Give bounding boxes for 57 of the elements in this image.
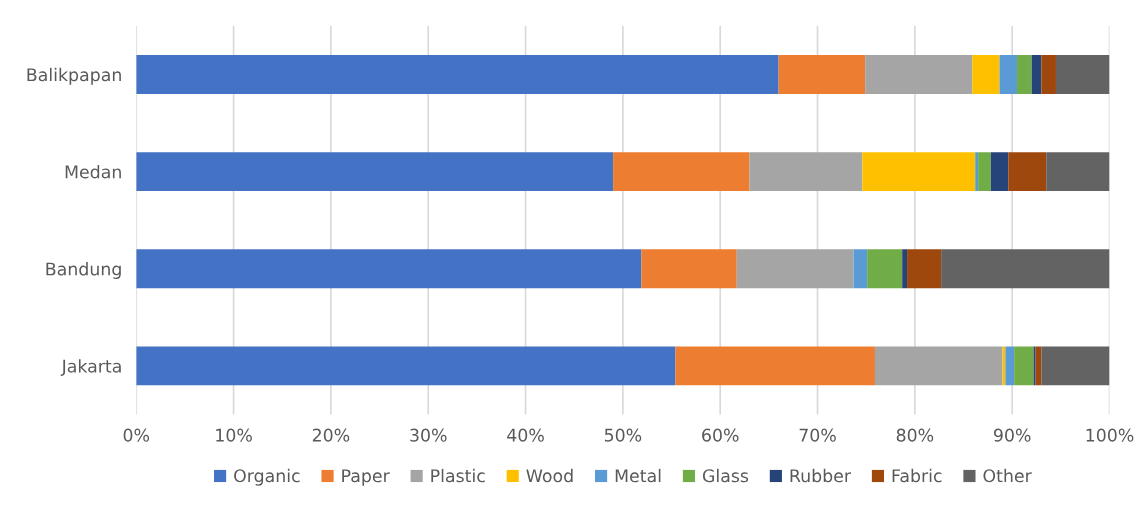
x-tick-label: 100% [1086,428,1134,442]
x-tick-label: 60% [702,428,739,442]
bar [862,152,976,192]
x-tick-label: 20% [312,428,350,442]
y-tick-label: Medan [65,164,121,179]
bar [1031,55,1042,94]
bar [1041,346,1110,386]
bar [675,346,875,386]
bar [867,249,903,289]
bar [1014,346,1034,386]
bar [613,152,750,192]
bar [941,249,1110,289]
x-tick-label: 0% [123,428,150,442]
x-tick-label: 40% [507,428,544,442]
x-tick-label: 50% [604,428,642,442]
bar [907,249,942,289]
bar [1005,346,1015,386]
bar [136,152,614,192]
bar [641,249,737,289]
legend-label: Metal [615,468,661,483]
bar [136,55,779,94]
legend-label: Plastic [431,468,485,483]
bar [136,249,642,289]
x-tick-label: 80% [896,428,934,442]
x-tick-label: 10% [216,428,252,442]
bar [975,152,979,192]
y-tick-label: Balikpapan [27,67,121,85]
bar [1002,346,1006,386]
legend-label: Fabric [892,468,942,483]
bar [778,55,866,94]
bar [1017,55,1032,94]
bar [736,249,854,289]
bar [749,152,863,192]
bar [136,346,676,386]
bar [874,346,1003,386]
y-tick-label: Bandung [46,262,121,279]
bar [990,152,1009,192]
legend-label: Wood [526,468,573,483]
x-tick-label: 30% [410,428,447,442]
bar [853,249,868,289]
bar [865,55,973,94]
bar [972,55,1000,94]
bar [1008,152,1047,192]
legend-label: Glass [702,468,749,483]
bar [1055,55,1110,94]
legend-label: Rubber [790,468,852,483]
y-tick-label: Jakarta [60,359,121,376]
bar [1041,55,1056,94]
bar [902,249,908,289]
x-tick-label: 90% [993,428,1031,442]
legend-label: Paper [342,469,390,486]
legend-label: Organic [234,468,300,486]
x-tick-label: 70% [799,428,836,442]
bar [999,55,1018,94]
legend-label: Other [983,468,1032,483]
bar [1046,152,1110,192]
bar [978,152,991,192]
